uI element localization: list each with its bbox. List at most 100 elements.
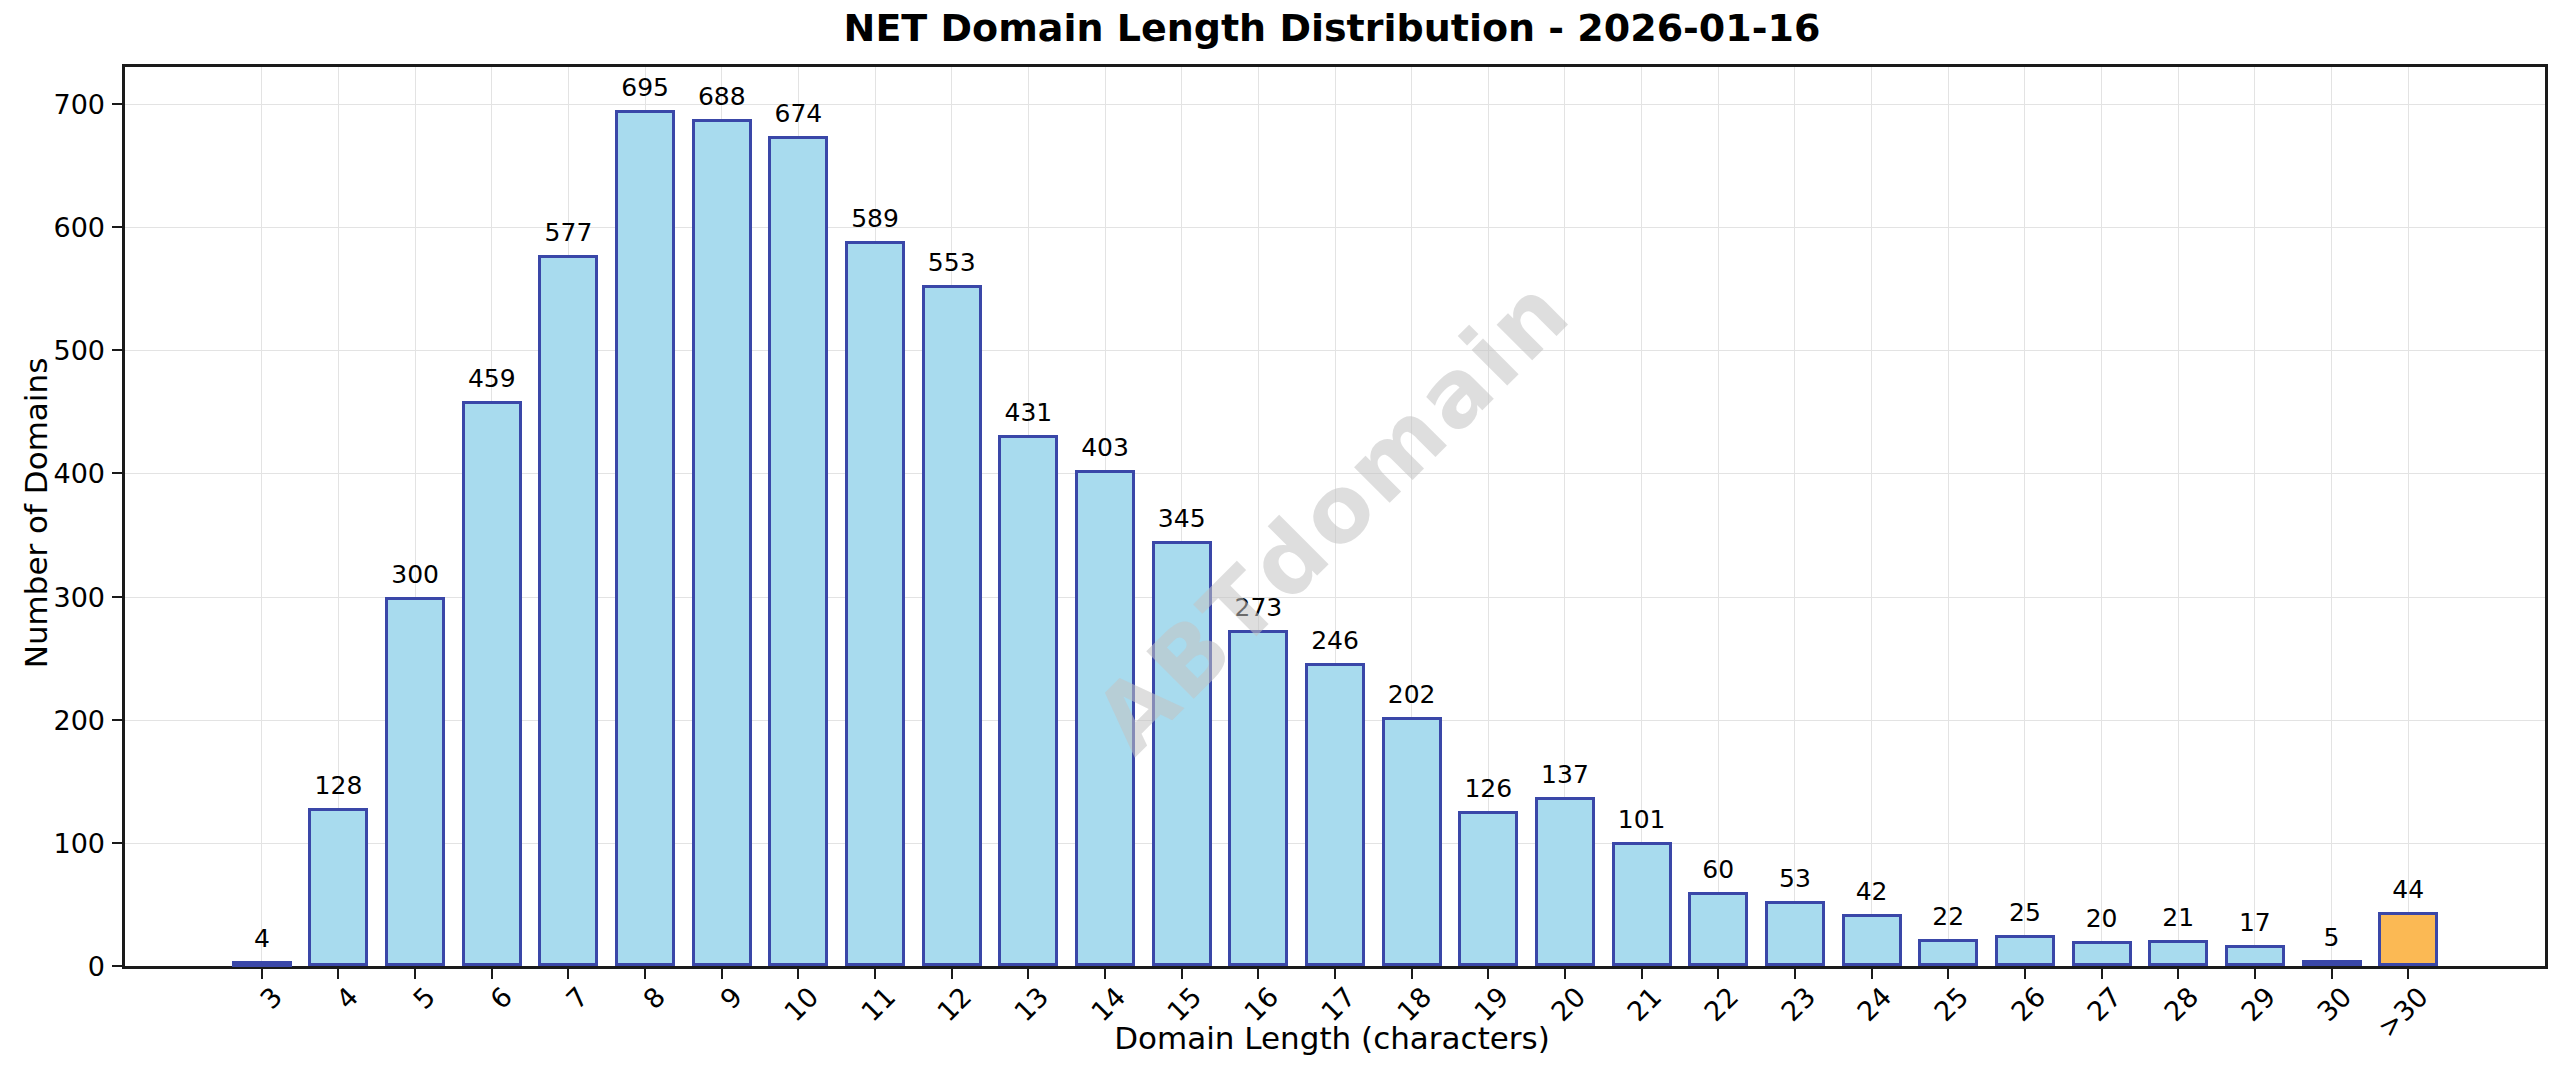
bar-value-label: 17 bbox=[2239, 908, 2271, 937]
bar bbox=[2148, 940, 2208, 966]
bar-value-label: 273 bbox=[1234, 593, 1282, 622]
x-tick-label-text: 6 bbox=[484, 981, 518, 1015]
x-gridline bbox=[1794, 67, 1795, 966]
x-axis-tick bbox=[337, 969, 339, 979]
bar bbox=[615, 110, 675, 966]
x-axis-tick bbox=[2331, 969, 2333, 979]
x-tick-label-text: 3 bbox=[254, 981, 288, 1015]
bar bbox=[1458, 811, 1518, 966]
chart-title: NET Domain Length Distribution - 2026-01… bbox=[122, 6, 2542, 50]
bar bbox=[1305, 663, 1365, 966]
y-axis-tick bbox=[112, 349, 122, 351]
x-tick-label-text: 7 bbox=[560, 981, 594, 1015]
x-axis-tick bbox=[567, 969, 569, 979]
y-axis-title: Number of Domains bbox=[18, 358, 54, 669]
bar bbox=[1152, 541, 1212, 966]
bar bbox=[1765, 901, 1825, 966]
bar bbox=[1075, 470, 1135, 966]
y-tick-label: 100 bbox=[15, 827, 105, 858]
x-gridline bbox=[2178, 67, 2179, 966]
bar bbox=[2378, 912, 2438, 966]
x-axis-tick bbox=[1871, 969, 1873, 979]
x-gridline bbox=[1871, 67, 1872, 966]
x-axis-tick bbox=[1487, 969, 1489, 979]
x-gridline bbox=[2254, 67, 2255, 966]
x-gridline bbox=[2331, 67, 2332, 966]
bar-value-label: 137 bbox=[1541, 760, 1589, 789]
x-axis-tick bbox=[1104, 969, 1106, 979]
bar-value-label: 459 bbox=[468, 364, 516, 393]
y-axis-tick bbox=[112, 596, 122, 598]
x-axis-tick bbox=[951, 969, 953, 979]
y-tick-label: 400 bbox=[15, 458, 105, 489]
y-tick-label: 300 bbox=[15, 581, 105, 612]
x-gridline bbox=[2101, 67, 2102, 966]
y-tick-label: 500 bbox=[15, 335, 105, 366]
bar-value-label: 20 bbox=[2086, 904, 2118, 933]
bar-value-label: 553 bbox=[928, 248, 976, 277]
bar-value-label: 128 bbox=[315, 771, 363, 800]
x-axis-tick bbox=[1564, 969, 1566, 979]
bar-value-label: 5 bbox=[2324, 923, 2340, 952]
x-axis-tick bbox=[1641, 969, 1643, 979]
bar-value-label: 300 bbox=[391, 560, 439, 589]
x-axis-tick bbox=[721, 969, 723, 979]
y-tick-label: 0 bbox=[15, 951, 105, 982]
bar bbox=[845, 241, 905, 966]
bar-value-label: 60 bbox=[1702, 855, 1734, 884]
y-tick-label: 200 bbox=[15, 704, 105, 735]
bar bbox=[768, 136, 828, 966]
y-axis-tick bbox=[112, 965, 122, 967]
bar-value-label: 44 bbox=[2392, 875, 2424, 904]
bar-value-label: 403 bbox=[1081, 433, 1129, 462]
bar bbox=[538, 255, 598, 966]
y-tick-label: 600 bbox=[15, 212, 105, 243]
bar bbox=[308, 808, 368, 966]
x-tick-label-text: 4 bbox=[330, 981, 364, 1015]
x-axis-title: Domain Length (characters) bbox=[122, 1020, 2542, 1056]
x-axis-tick bbox=[414, 969, 416, 979]
plot-area: 0100200300400500600700431284300545965777… bbox=[122, 64, 2548, 969]
y-tick-label: 700 bbox=[15, 88, 105, 119]
x-axis-tick bbox=[2101, 969, 2103, 979]
bar bbox=[998, 435, 1058, 966]
bar-value-label: 25 bbox=[2009, 898, 2041, 927]
bar bbox=[2302, 960, 2362, 966]
bar bbox=[1612, 842, 1672, 966]
x-tick-label-text: 8 bbox=[637, 981, 671, 1015]
x-axis-tick bbox=[1334, 969, 1336, 979]
bar-value-label: 21 bbox=[2162, 903, 2194, 932]
bar-value-label: 101 bbox=[1618, 805, 1666, 834]
bar bbox=[1228, 630, 1288, 966]
bar-value-label: 695 bbox=[621, 73, 669, 102]
x-axis-tick bbox=[1717, 969, 1719, 979]
bar-value-label: 42 bbox=[1856, 877, 1888, 906]
x-axis-tick bbox=[261, 969, 263, 979]
bar bbox=[462, 401, 522, 966]
bar-value-label: 431 bbox=[1005, 398, 1053, 427]
x-axis-tick bbox=[1027, 969, 1029, 979]
bar bbox=[1688, 892, 1748, 966]
bar-value-label: 4 bbox=[254, 924, 270, 953]
x-axis-tick bbox=[2407, 969, 2409, 979]
x-axis-tick bbox=[797, 969, 799, 979]
bar-value-label: 246 bbox=[1311, 626, 1359, 655]
x-gridline bbox=[2024, 67, 2025, 966]
bar-value-label: 674 bbox=[775, 99, 823, 128]
bar bbox=[922, 285, 982, 966]
y-axis-tick bbox=[112, 472, 122, 474]
x-axis-tick bbox=[1181, 969, 1183, 979]
x-axis-tick bbox=[1794, 969, 1796, 979]
bar bbox=[1995, 935, 2055, 966]
x-gridline bbox=[1948, 67, 1949, 966]
y-axis-tick bbox=[112, 842, 122, 844]
y-axis-tick bbox=[112, 103, 122, 105]
x-gridline bbox=[2408, 67, 2409, 966]
bar bbox=[1918, 939, 1978, 966]
bar-value-label: 577 bbox=[545, 218, 593, 247]
y-axis-tick bbox=[112, 226, 122, 228]
bar bbox=[232, 961, 292, 967]
figure-canvas: NET Domain Length Distribution - 2026-01… bbox=[0, 0, 2560, 1087]
x-axis-tick bbox=[2024, 969, 2026, 979]
bar-value-label: 589 bbox=[851, 204, 899, 233]
